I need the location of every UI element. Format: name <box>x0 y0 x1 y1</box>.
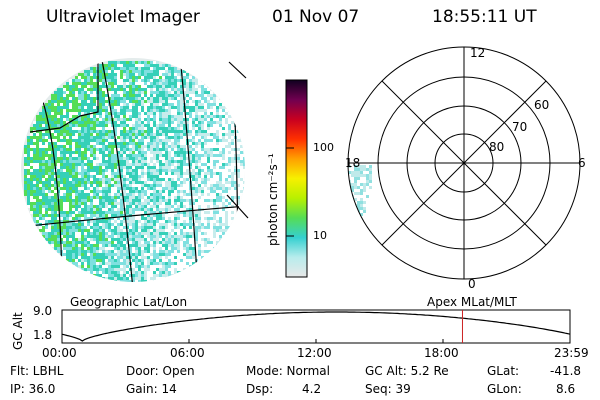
date-label: 01 Nov 07 <box>272 7 360 27</box>
ip-info: IP: 36.0 <box>10 382 56 396</box>
flt-info: Flt: LBHL <box>10 364 64 378</box>
dsp-value: 4.2 <box>302 382 322 396</box>
mlt-label-0: 0 <box>468 277 476 291</box>
lat-label-60: 60 <box>534 98 550 112</box>
xtick-0600: 06:00 <box>170 346 205 360</box>
lat-label-80: 80 <box>489 140 505 154</box>
colorbar <box>285 79 308 278</box>
colorbar-scale <box>285 79 308 278</box>
xtick-1200: 12:00 <box>297 346 332 360</box>
xtick-1800: 18:00 <box>424 346 459 360</box>
colorbar-tick-10: 10 <box>313 229 327 242</box>
colorbar-unit-label: photon cm⁻²s⁻¹ <box>266 153 280 246</box>
grid-line-ext2 <box>226 194 249 219</box>
glat-label: GLat: <box>487 364 520 378</box>
mlt-label-12: 12 <box>470 46 486 60</box>
mlt-label-6: 6 <box>578 156 586 170</box>
mode-info: Mode: Normal <box>246 364 330 378</box>
altitude-curve <box>61 311 571 342</box>
apex-label: Apex MLat/MLT <box>427 295 517 309</box>
glat-value: -41.8 <box>550 364 582 378</box>
gcalt-info: GC Alt: 5.2 Re <box>365 364 449 378</box>
xtick-0000: 00:00 <box>42 346 77 360</box>
time-label: 18:55:11 UT <box>432 7 537 27</box>
altitude-ytick-max: 9.0 <box>33 304 53 318</box>
dsp-label: Dsp: <box>246 382 274 396</box>
grid-line-ext <box>228 61 247 79</box>
altitude-ylabel: GC Alt <box>11 312 25 350</box>
glon-label: GLon: <box>487 382 522 396</box>
glon-value: 8.6 <box>556 382 576 396</box>
altitude-plot <box>61 309 571 344</box>
xtick-2359: 23:59 <box>554 346 589 360</box>
emission-pixels <box>24 61 245 282</box>
gain-info: Gain: 14 <box>126 382 177 396</box>
mlt-label-18: 18 <box>345 156 361 170</box>
door-info: Door: Open <box>126 364 195 378</box>
instrument-title: Ultraviolet Imager <box>46 7 200 27</box>
polar-plot <box>347 46 581 280</box>
altitude-frame <box>61 309 571 344</box>
geographic-image <box>21 58 249 282</box>
geographic-label: Geographic Lat/Lon <box>70 295 188 309</box>
seq-info: Seq: 39 <box>365 382 411 396</box>
altitude-ytick-min: 1.8 <box>33 328 53 342</box>
colorbar-tick-100: 100 <box>313 141 334 154</box>
lat-label-70: 70 <box>512 120 528 134</box>
